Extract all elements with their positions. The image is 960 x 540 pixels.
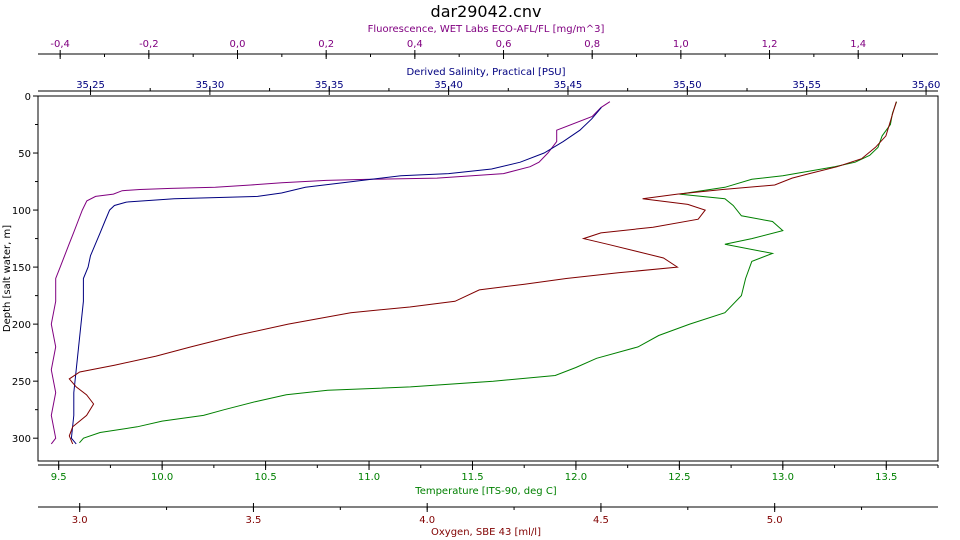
salinity-axis-title: Derived Salinity, Practical [PSU] — [406, 67, 565, 78]
salinity-tick-label: 35,45 — [554, 80, 583, 91]
salinity-tick-label: 35,25 — [76, 80, 105, 91]
temperature-tick-label: 9.5 — [51, 472, 67, 483]
temperature-tick-label: 12.0 — [565, 472, 587, 483]
depth-tick-label: 100 — [12, 206, 31, 217]
fluorescence-tick-label: 0,2 — [318, 39, 334, 50]
fluorescence-tick-label: 0,4 — [407, 39, 423, 50]
oxygen-tick-label: 4.0 — [419, 515, 435, 526]
fluorescence-axis: -0,4 -0,2 0,0 0,2 0,4 0,6 0,8 1,0 1,2 1,4 Fluoresc… — [38, 24, 938, 59]
series-layer — [50, 101, 898, 445]
temperature-tick-label: 11.0 — [358, 472, 380, 483]
depth-tick-label: 200 — [12, 320, 31, 331]
oxygen-tick-label: 4.5 — [593, 515, 609, 526]
fluorescence-profile-line — [50, 101, 611, 445]
salinity-tick-label: 35,55 — [792, 80, 821, 91]
depth-axis-title: Depth [salt water, m] — [2, 225, 13, 332]
fluorescence-tick-label: 1,4 — [850, 39, 866, 50]
temperature-tick-label: 12.5 — [668, 472, 690, 483]
temperature-tick-label: 10.0 — [151, 472, 173, 483]
oxygen-tick-label: 3.5 — [245, 515, 261, 526]
axes-layer: -0,4 -0,2 0,0 0,2 0,4 0,6 0,8 1,0 1,2 1,4 Fluoresc… — [2, 24, 940, 538]
fluorescence-tick-label: 0,8 — [584, 39, 600, 50]
salinity-profile-line — [70, 107, 602, 445]
temperature-axis: 9.5 10.0 10.5 11.0 11.5 12.0 12.5 13.0 13.5 Tempe… — [38, 461, 939, 497]
fluorescence-tick-label: -0,2 — [139, 39, 159, 50]
salinity-tick-label: 35,60 — [912, 80, 941, 91]
fluorescence-axis-title: Fluorescence, WET Labs ECO-AFL/FL [mg/m^… — [368, 24, 605, 35]
temperature-axis-title: Temperature [ITS-90, deg C] — [414, 486, 557, 497]
oxygen-profile-line — [68, 101, 897, 445]
salinity-axis: 35,25 35,30 35,35 35,40 35,45 35,50 35,55 35,60… — [38, 67, 940, 95]
oxygen-tick-label: 3.0 — [72, 515, 88, 526]
depth-tick-label: 150 — [12, 263, 31, 274]
depth-tick-label: 50 — [18, 149, 31, 160]
chart-title: dar29042.cnv — [431, 2, 542, 21]
fluorescence-tick-label: 0,0 — [230, 39, 246, 50]
salinity-tick-label: 35,50 — [673, 80, 702, 91]
oxygen-tick-label: 5.0 — [767, 515, 783, 526]
fluorescence-tick-label: -0,4 — [50, 39, 70, 50]
fluorescence-tick-label: 1,0 — [673, 39, 689, 50]
salinity-tick-label: 35,35 — [315, 80, 344, 91]
oxygen-axis-title: Oxygen, SBE 43 [ml/l] — [431, 527, 541, 538]
fluorescence-tick-label: 0,6 — [496, 39, 512, 50]
salinity-tick-label: 35,40 — [434, 80, 463, 91]
oxygen-axis: 3.0 3.5 4.0 4.5 5.0 Oxygen, SBE 43 [ml/l] — [38, 503, 938, 538]
salinity-tick-label: 35,30 — [196, 80, 225, 91]
plot-frame — [37, 95, 939, 462]
depth-axis: 0 50 100 150 200 250 300 Depth [salt water, m] — [2, 92, 38, 445]
depth-tick-label: 0 — [25, 92, 31, 103]
depth-tick-label: 300 — [12, 434, 31, 445]
temperature-tick-label: 11.5 — [461, 472, 483, 483]
depth-tick-label: 250 — [12, 377, 31, 388]
temperature-tick-label: 13.0 — [772, 472, 794, 483]
fluorescence-tick-label: 1,2 — [762, 39, 778, 50]
temperature-tick-label: 10.5 — [254, 472, 276, 483]
temperature-tick-label: 13.5 — [875, 472, 897, 483]
